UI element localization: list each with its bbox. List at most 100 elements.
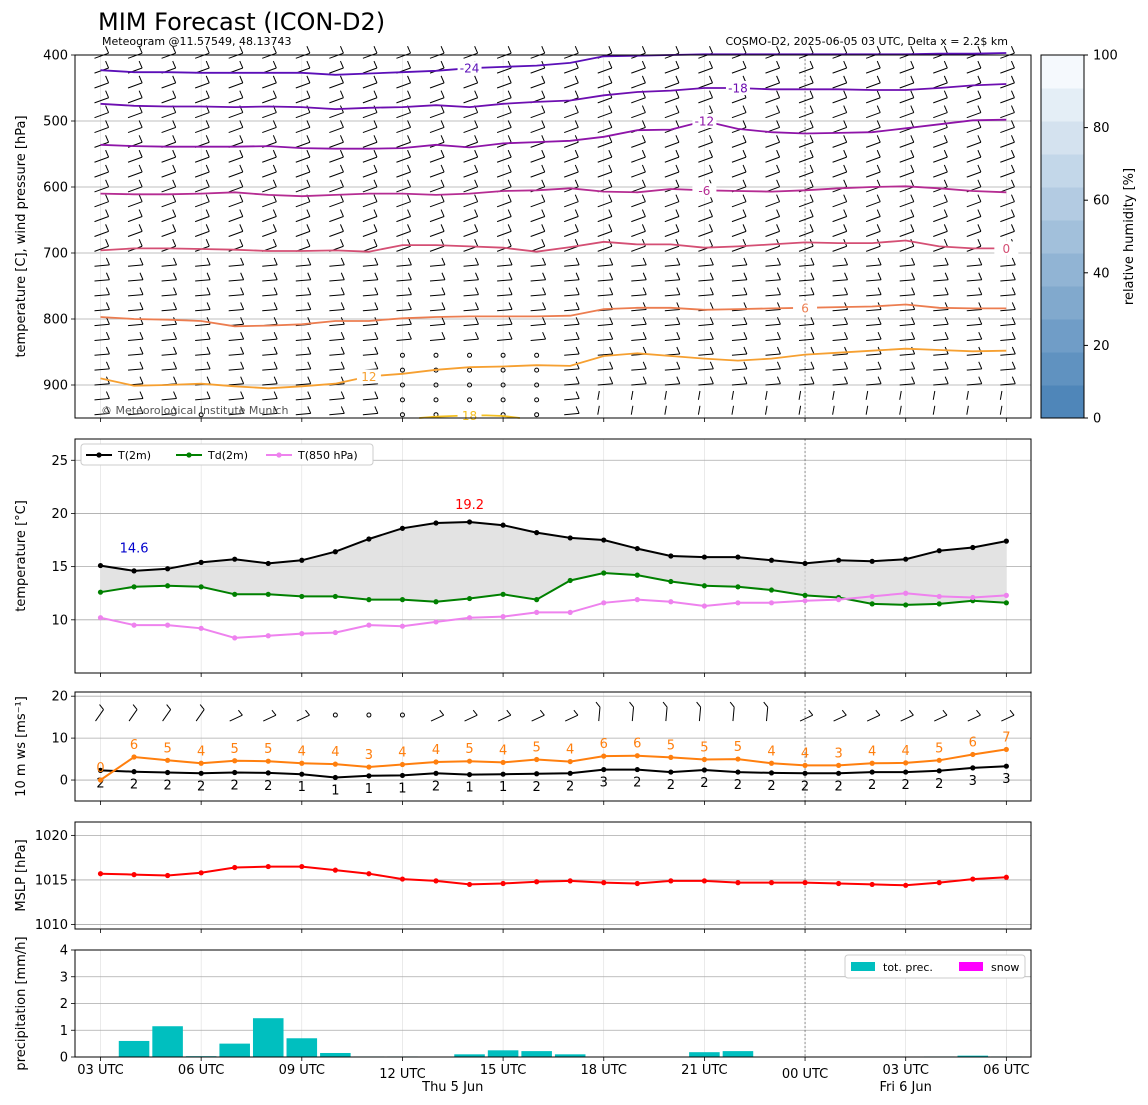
wind-barb-flag bbox=[709, 346, 714, 355]
wind-barb bbox=[329, 186, 344, 193]
wind-barb bbox=[463, 230, 478, 237]
data-point bbox=[232, 864, 238, 871]
wind-barb bbox=[865, 156, 881, 163]
wind-barb bbox=[698, 216, 713, 223]
wind-barb-flag bbox=[844, 257, 849, 266]
data-point bbox=[668, 599, 674, 605]
wind-barb bbox=[631, 141, 646, 148]
wind-barb-flag bbox=[173, 287, 178, 295]
wind-barb bbox=[631, 383, 647, 386]
wind-barb-flag bbox=[507, 194, 512, 202]
wind-barb-flag bbox=[709, 209, 713, 217]
wind-barb-flag bbox=[609, 287, 614, 295]
wind-barb-flag bbox=[776, 149, 781, 158]
wind-barb-flag bbox=[105, 257, 110, 266]
wind-barb bbox=[933, 230, 948, 237]
wind-barb-flag bbox=[306, 75, 311, 84]
y-axis-label: MSLP [hPa] bbox=[14, 839, 29, 911]
wind-barb-flag bbox=[507, 224, 512, 232]
wind-barb bbox=[597, 245, 613, 252]
wind-barb bbox=[1000, 338, 1016, 341]
wind-barb bbox=[94, 368, 110, 371]
calm-wind-marker bbox=[467, 382, 473, 388]
wind-barb-flag bbox=[742, 149, 747, 158]
precip-bar bbox=[521, 1051, 552, 1057]
wind-barb-flag bbox=[105, 75, 110, 84]
wind-barb bbox=[94, 52, 109, 59]
wind-barb-flag bbox=[844, 287, 849, 295]
wind-barb bbox=[127, 156, 143, 163]
wind-barb-flag bbox=[943, 224, 948, 232]
wind-barb bbox=[799, 264, 815, 267]
wind-barb bbox=[1000, 52, 1015, 59]
wind-barb bbox=[1000, 308, 1016, 312]
wind-barb-flag bbox=[542, 287, 547, 295]
wind-barb-flag bbox=[910, 239, 915, 247]
wind-barb-flag bbox=[138, 45, 143, 54]
wind-barb bbox=[832, 405, 835, 415]
wind-barb-flag bbox=[910, 179, 915, 188]
isotherm-label-bg bbox=[725, 81, 750, 95]
data-label: 2 bbox=[130, 778, 138, 793]
wind-barb-flag bbox=[474, 149, 479, 158]
wind-barb bbox=[798, 201, 814, 208]
wind-barb bbox=[933, 201, 948, 208]
wind-barb-flag bbox=[977, 164, 982, 173]
wind-barb-flag bbox=[339, 135, 344, 143]
data-label: 2 bbox=[432, 779, 440, 794]
isotherm-label: 12 bbox=[361, 370, 376, 384]
wind-barb-flag bbox=[978, 287, 983, 295]
data-point bbox=[802, 598, 808, 604]
wind-barb-flag bbox=[709, 302, 714, 310]
time-axis: 03 UTC 06 UTC 09 UTC 12 UTC 15 UTC 18 UTC 21 U… bbox=[77, 1063, 1029, 1095]
wind-barb-flag bbox=[440, 149, 445, 158]
wind-barb bbox=[766, 707, 769, 722]
wind-barb bbox=[798, 245, 814, 252]
wind-barb-flag bbox=[943, 60, 948, 69]
y-tick-label: 1010 bbox=[35, 918, 68, 933]
data-point bbox=[634, 572, 640, 578]
colorbar-tick-label: 40 bbox=[1093, 266, 1110, 281]
wind-barb bbox=[1000, 186, 1015, 193]
wind-barb bbox=[496, 245, 512, 252]
wind-barb bbox=[597, 156, 613, 163]
data-point bbox=[534, 597, 540, 603]
wind-barb-flag bbox=[307, 272, 312, 280]
wind-barb-flag bbox=[172, 194, 177, 202]
wind-barb-flag bbox=[876, 75, 881, 84]
wind-barb-flag bbox=[574, 164, 579, 173]
wind-barb bbox=[664, 390, 667, 400]
wind-barb bbox=[933, 338, 949, 341]
wind-barb-flag bbox=[810, 346, 815, 355]
extreme-annotation: 14.6 bbox=[120, 542, 149, 557]
wind-barb bbox=[94, 97, 109, 104]
wind-barb bbox=[798, 230, 814, 237]
wind-barb-flag bbox=[1009, 709, 1015, 716]
wind-barb-flag bbox=[507, 239, 512, 247]
data-point bbox=[97, 871, 104, 877]
wind-barb bbox=[799, 338, 815, 341]
wind-barb bbox=[765, 308, 781, 312]
wind-barb bbox=[295, 368, 311, 371]
wind-barb-flag bbox=[306, 149, 311, 158]
wind-barb-flag bbox=[172, 164, 177, 173]
data-label: 1 bbox=[398, 781, 406, 796]
wind-barb bbox=[161, 398, 177, 401]
wind-barb-flag bbox=[1010, 224, 1015, 232]
wind-barb bbox=[262, 201, 277, 208]
wind-barb bbox=[262, 230, 277, 237]
wind-barb-flag bbox=[205, 135, 210, 143]
wind-barb bbox=[530, 67, 545, 74]
wind-barb-flag bbox=[809, 75, 814, 84]
wind-barb bbox=[127, 112, 143, 119]
y-tick-label: 3 bbox=[60, 970, 68, 985]
wind-barb-flag bbox=[541, 149, 546, 158]
wind-barb bbox=[1000, 97, 1015, 104]
wind-barb bbox=[362, 112, 378, 119]
data-label: 4 bbox=[298, 744, 306, 759]
precip-bar bbox=[722, 1051, 754, 1057]
wind-barb-flag bbox=[776, 45, 781, 54]
wind-barb bbox=[429, 82, 445, 89]
wind-barb-flag bbox=[810, 287, 815, 295]
